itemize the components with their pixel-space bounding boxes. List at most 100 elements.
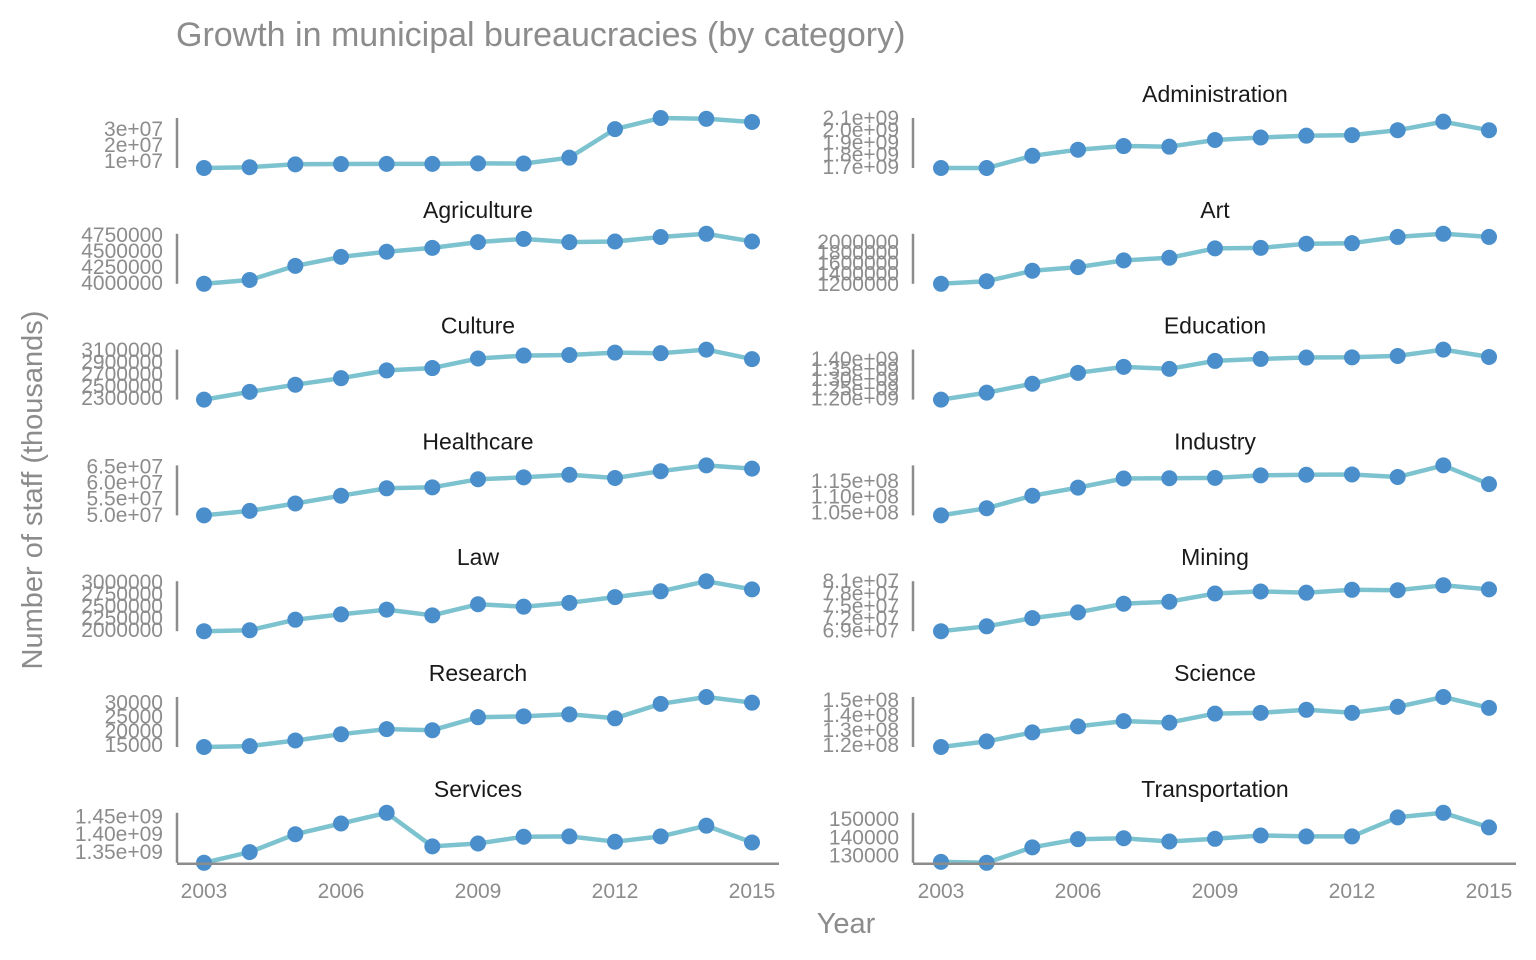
y-tick-label-education-1: 1.25e+09 <box>811 378 899 401</box>
y-tick-label-art-3: 1800000 <box>817 242 899 265</box>
data-point-education-2010 <box>1252 350 1269 367</box>
data-point-research-2012 <box>607 710 623 727</box>
data-point-industry-2007 <box>1115 470 1132 487</box>
data-point-art-2011 <box>1298 235 1315 252</box>
y-tick-label-mining-4: 8.1e+07 <box>823 570 900 593</box>
data-point-mining-2005 <box>1024 610 1041 627</box>
y-tick-label-services-2: 1.45e+09 <box>75 805 163 828</box>
data-point-transportation-2012 <box>1344 828 1360 845</box>
data-point-unnamed-2004 <box>241 159 258 176</box>
facet-administration: Administration 1.7e+091.8e+091.9e+092.0e+… <box>823 81 1497 179</box>
data-point-administration-2006 <box>1070 141 1086 158</box>
x-tick-label-left-2012: 2012 <box>592 880 639 903</box>
data-point-culture-2004 <box>241 383 258 400</box>
data-point-healthcare-2006 <box>333 487 349 504</box>
data-point-mining-2010 <box>1252 583 1269 600</box>
data-point-culture-2012 <box>607 344 623 361</box>
data-point-science-2014 <box>1435 689 1452 705</box>
data-point-healthcare-2015 <box>744 460 760 477</box>
y-tick-label-research-1: 20000 <box>105 720 163 743</box>
data-point-administration-2009 <box>1207 131 1223 148</box>
data-point-unnamed-2007 <box>378 155 395 172</box>
data-point-research-2005 <box>287 732 304 749</box>
data-point-unnamed-2012 <box>607 121 623 138</box>
data-point-healthcare-2014 <box>698 457 715 474</box>
chart-title: Growth in municipal bureaucracies (by ca… <box>176 16 905 54</box>
data-point-services-2006 <box>333 815 349 832</box>
data-point-research-2006 <box>333 726 349 743</box>
data-point-education-2014 <box>1435 341 1452 358</box>
data-point-culture-2006 <box>333 370 349 387</box>
data-point-services-2004 <box>241 844 258 861</box>
x-tick-label-right-2006: 2006 <box>1055 880 1102 903</box>
x-tick-label-left-2009: 2009 <box>455 880 502 903</box>
data-point-administration-2011 <box>1298 127 1315 144</box>
data-point-unnamed-2011 <box>561 149 578 166</box>
y-tick-label-administration-3: 2.0e+09 <box>823 119 900 142</box>
data-point-services-2005 <box>287 826 304 843</box>
x-tick-label-left-2003: 2003 <box>181 880 228 903</box>
y-tick-label-services-0: 1.35e+09 <box>75 841 163 864</box>
data-point-agriculture-2015 <box>744 233 760 250</box>
y-tick-label-culture-4: 3100000 <box>81 339 163 362</box>
data-point-transportation-2003 <box>933 853 949 870</box>
facet-label-culture: Culture <box>441 313 515 339</box>
facet-label-healthcare: Healthcare <box>422 428 533 454</box>
data-point-services-2007 <box>378 804 395 821</box>
data-point-law-2014 <box>698 573 715 590</box>
facet-label-art: Art <box>1200 197 1230 223</box>
facet-label-administration: Administration <box>1142 81 1288 107</box>
data-point-art-2007 <box>1115 252 1132 269</box>
y-tick-label-industry-2: 1.15e+08 <box>811 470 899 493</box>
data-point-industry-2014 <box>1435 457 1452 474</box>
data-point-agriculture-2009 <box>470 234 486 251</box>
data-point-research-2015 <box>744 694 760 711</box>
data-point-science-2008 <box>1161 714 1178 731</box>
data-point-art-2014 <box>1435 225 1452 242</box>
data-point-industry-2006 <box>1070 479 1086 496</box>
data-point-administration-2007 <box>1115 138 1132 155</box>
data-point-services-2015 <box>744 834 760 851</box>
data-point-industry-2008 <box>1161 470 1178 487</box>
y-tick-label-unnamed-1: 2e+07 <box>104 134 163 157</box>
y-tick-label-science-2: 1.4e+08 <box>823 704 900 727</box>
y-tick-label-law-4: 3000000 <box>81 571 163 594</box>
facet-mining: Mining 6.9e+077.2e+077.5e+077.8e+078.1e+0… <box>823 544 1497 642</box>
facet-label-research: Research <box>429 660 527 686</box>
data-point-healthcare-2003 <box>196 507 212 524</box>
data-point-agriculture-2012 <box>607 233 623 250</box>
facet-label-transportation: Transportation <box>1141 776 1288 802</box>
data-point-unnamed-2013 <box>652 110 669 126</box>
y-tick-label-art-0: 1200000 <box>817 273 899 296</box>
data-point-industry-2009 <box>1207 469 1223 486</box>
data-point-art-2013 <box>1389 228 1406 245</box>
y-tick-label-culture-1: 2500000 <box>81 375 163 398</box>
facet-services: Services 1.35e+091.40e+091.45e+09 2003 2006… <box>75 776 779 903</box>
data-point-science-2007 <box>1115 713 1132 730</box>
data-point-culture-2013 <box>652 345 669 362</box>
data-point-art-2012 <box>1344 235 1360 252</box>
data-point-healthcare-2013 <box>652 463 669 480</box>
x-tick-label-right-2009: 2009 <box>1192 880 1239 903</box>
y-tick-label-unnamed-0: 1e+07 <box>104 150 163 173</box>
data-point-culture-2010 <box>515 347 532 364</box>
data-point-law-2003 <box>196 623 212 640</box>
data-point-mining-2011 <box>1298 584 1315 601</box>
data-point-transportation-2013 <box>1389 809 1406 826</box>
y-tick-label-mining-1: 7.2e+07 <box>823 607 900 630</box>
y-tick-label-science-1: 1.3e+08 <box>823 719 900 742</box>
y-tick-label-law-0: 2000000 <box>81 619 163 642</box>
data-point-science-2003 <box>933 739 949 755</box>
data-point-unnamed-2014 <box>698 110 715 127</box>
data-point-research-2014 <box>698 689 715 705</box>
data-point-law-2005 <box>287 611 304 628</box>
data-point-mining-2007 <box>1115 595 1132 612</box>
y-tick-label-administration-4: 2.1e+09 <box>823 107 900 130</box>
data-point-agriculture-2007 <box>378 243 395 260</box>
data-point-research-2007 <box>378 721 395 738</box>
data-point-law-2015 <box>744 581 760 598</box>
data-point-culture-2015 <box>744 351 760 368</box>
